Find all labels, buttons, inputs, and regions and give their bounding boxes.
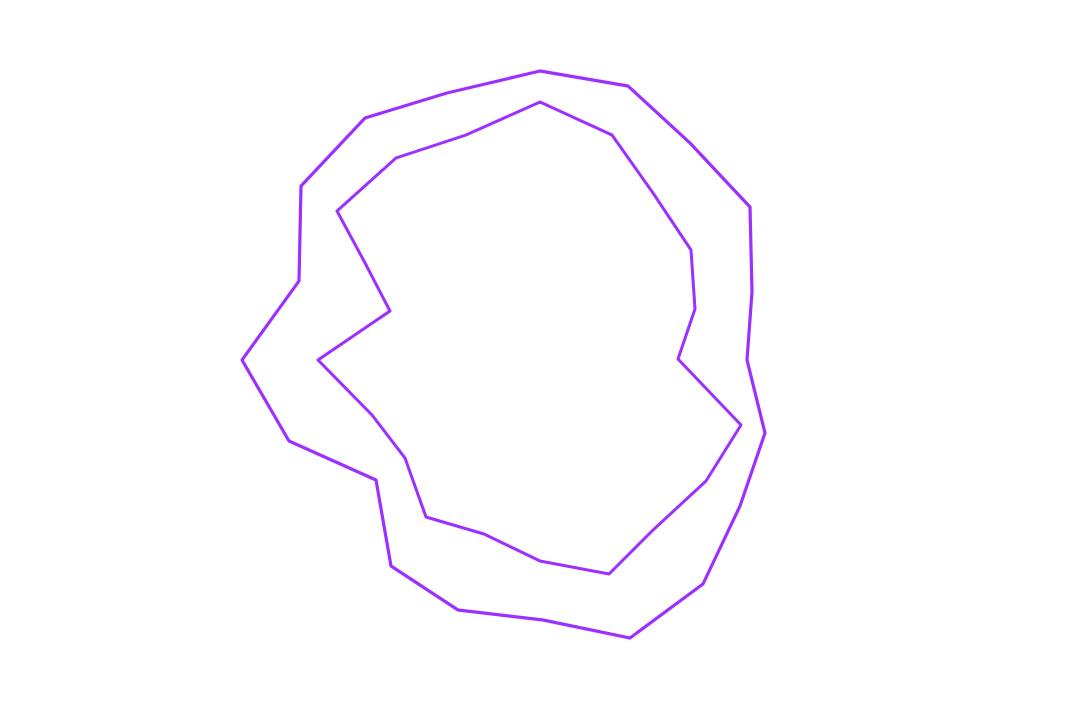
outer-contour bbox=[240, 69, 767, 640]
inner-contour bbox=[316, 100, 743, 576]
